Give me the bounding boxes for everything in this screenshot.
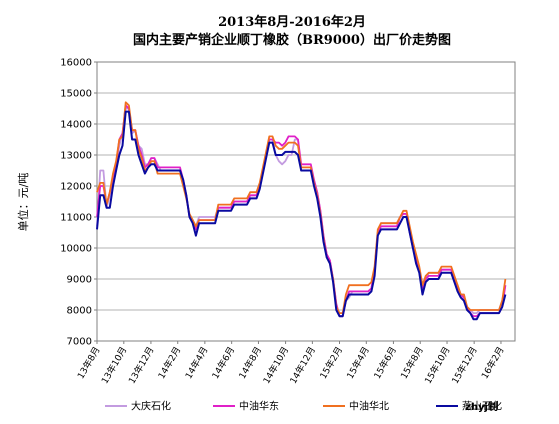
y-tick-label: 11000 bbox=[60, 213, 92, 224]
x-tick-label: 13年12月 bbox=[126, 345, 157, 386]
grid-lines bbox=[97, 92, 515, 311]
x-tick-label: 15年6月 bbox=[371, 345, 399, 381]
credit-label: zhyj制 bbox=[465, 400, 498, 413]
y-tick-label: 12000 bbox=[60, 182, 92, 193]
x-tick-label: 13年8月 bbox=[75, 345, 103, 381]
series-lines bbox=[96, 101, 507, 321]
y-tick-label: 7000 bbox=[67, 337, 92, 348]
x-tick-label: 14年4月 bbox=[182, 345, 210, 381]
legend-label: 大庆石化 bbox=[131, 400, 171, 413]
x-tick-label: 14年10月 bbox=[260, 345, 291, 386]
y-tick-label: 15000 bbox=[60, 89, 92, 100]
x-tick-label: 14年12月 bbox=[287, 345, 318, 386]
y-axis-ticks: 7000 8000 9000 10000 11000 12000 13000 14000 150… bbox=[60, 58, 97, 348]
y-tick-label: 9000 bbox=[67, 275, 92, 286]
y-tick-label: 13000 bbox=[60, 151, 92, 162]
x-tick-label: 15年2月 bbox=[317, 345, 345, 381]
x-tick-label: 15年12月 bbox=[449, 345, 480, 386]
x-tick-label: 15年10月 bbox=[422, 345, 453, 386]
y-tick-label: 8000 bbox=[67, 306, 92, 317]
chart-title-line2: 国内主要产销企业顺丁橡胶（BR9000）出厂价走势图 bbox=[133, 32, 451, 48]
x-tick-label: 16年2月 bbox=[479, 345, 507, 381]
y-axis-label: 单位：元/吨 bbox=[16, 173, 30, 232]
x-tick-label: 13年10月 bbox=[99, 345, 130, 386]
x-tick-label: 14年8月 bbox=[236, 345, 264, 381]
y-tick-label: 10000 bbox=[60, 244, 92, 255]
legend: 大庆石化 中油华东 中油华北 燕山石化 bbox=[105, 400, 502, 413]
plot-area bbox=[96, 61, 516, 342]
legend-label: 燕山石化 bbox=[462, 400, 502, 413]
y-tick-label: 14000 bbox=[60, 120, 92, 131]
x-tick-label: 15年4月 bbox=[344, 345, 372, 381]
y-tick-label: 16000 bbox=[60, 58, 92, 69]
legend-label: 中油华北 bbox=[349, 400, 389, 413]
series-line-4 bbox=[96, 110, 507, 321]
chart-title-line1: 2013年8月-2016年2月 bbox=[218, 14, 366, 30]
x-tick-label: 14年2月 bbox=[155, 345, 183, 381]
legend-label: 中油华东 bbox=[239, 400, 279, 413]
x-tick-label: 15年8月 bbox=[398, 345, 426, 381]
x-tick-label: 14年6月 bbox=[209, 345, 237, 381]
